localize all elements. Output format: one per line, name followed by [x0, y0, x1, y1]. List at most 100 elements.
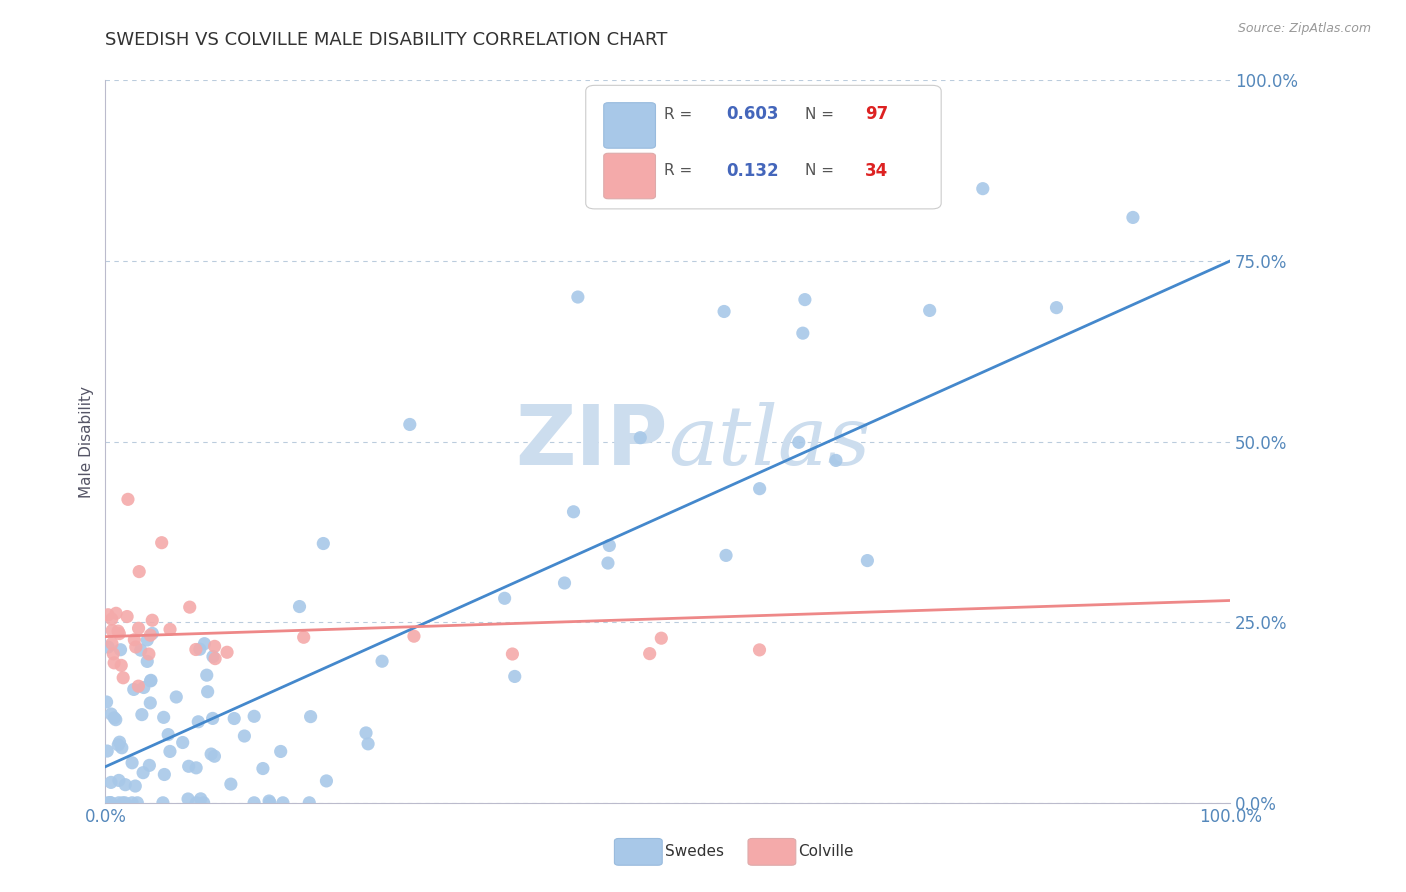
Point: [172, 735, 194, 749]
FancyBboxPatch shape: [586, 86, 941, 209]
Point: [127, 796, 149, 810]
Point: [132, 765, 155, 780]
Point: [825, 453, 848, 467]
Point: [748, 643, 770, 657]
Point: [177, 759, 200, 773]
Point: [108, 735, 131, 749]
Point: [128, 621, 150, 635]
Point: [188, 642, 211, 657]
Point: [157, 728, 180, 742]
Text: 97: 97: [865, 105, 889, 123]
Point: [628, 431, 651, 445]
Point: [357, 737, 380, 751]
Text: 0.603: 0.603: [727, 105, 779, 123]
Point: [107, 738, 129, 752]
Point: [100, 706, 122, 721]
Point: [165, 690, 187, 704]
Point: [215, 645, 238, 659]
Point: [204, 651, 226, 665]
Y-axis label: Male Disability: Male Disability: [79, 385, 94, 498]
Point: [288, 599, 311, 614]
Point: [793, 293, 815, 307]
Point: [131, 707, 153, 722]
Point: [315, 773, 337, 788]
Point: [714, 549, 737, 563]
Point: [97, 607, 120, 622]
Point: [567, 290, 589, 304]
Point: [748, 482, 770, 496]
Text: R =: R =: [665, 163, 697, 178]
Point: [97, 796, 120, 810]
Point: [96, 744, 118, 758]
Point: [271, 796, 294, 810]
Point: [193, 637, 215, 651]
Text: ZIP: ZIP: [516, 401, 668, 482]
Point: [100, 612, 122, 626]
Point: [103, 647, 125, 661]
Point: [108, 773, 131, 788]
Point: [111, 796, 134, 810]
Point: [152, 710, 174, 724]
Point: [270, 744, 292, 758]
Point: [115, 609, 138, 624]
Point: [554, 576, 576, 591]
FancyBboxPatch shape: [603, 153, 655, 199]
Point: [243, 709, 266, 723]
Point: [124, 779, 146, 793]
Point: [114, 796, 136, 810]
Point: [713, 304, 735, 318]
Point: [96, 695, 118, 709]
Point: [1122, 211, 1144, 225]
Point: [856, 553, 879, 567]
Point: [112, 671, 135, 685]
Point: [187, 714, 209, 729]
Point: [153, 767, 176, 781]
Point: [638, 647, 661, 661]
Point: [177, 792, 200, 806]
Point: [98, 796, 121, 810]
Point: [402, 629, 425, 643]
Point: [201, 649, 224, 664]
Point: [197, 684, 219, 698]
Point: [138, 647, 160, 661]
Point: [101, 624, 124, 638]
Text: Colville: Colville: [799, 845, 853, 859]
Point: [972, 182, 994, 196]
Point: [136, 632, 159, 647]
Text: R =: R =: [665, 107, 697, 121]
Point: [125, 640, 148, 654]
Point: [104, 713, 127, 727]
Point: [114, 778, 136, 792]
Text: 34: 34: [865, 161, 889, 179]
Point: [787, 435, 810, 450]
Point: [129, 643, 152, 657]
Point: [141, 626, 163, 640]
Point: [193, 796, 215, 810]
Point: [596, 556, 619, 570]
Point: [132, 681, 155, 695]
Point: [179, 600, 201, 615]
Point: [110, 642, 132, 657]
Point: [105, 607, 128, 621]
Point: [138, 758, 160, 772]
Point: [918, 303, 941, 318]
Point: [371, 654, 394, 668]
Text: atlas: atlas: [668, 401, 870, 482]
Point: [650, 631, 672, 645]
Point: [103, 711, 125, 725]
Point: [139, 696, 162, 710]
Point: [111, 740, 134, 755]
Point: [224, 712, 246, 726]
Point: [159, 744, 181, 758]
Point: [100, 796, 122, 810]
Point: [136, 654, 159, 668]
Point: [103, 656, 125, 670]
Point: [186, 761, 208, 775]
Text: Source: ZipAtlas.com: Source: ZipAtlas.com: [1237, 22, 1371, 36]
Text: SWEDISH VS COLVILLE MALE DISABILITY CORRELATION CHART: SWEDISH VS COLVILLE MALE DISABILITY CORR…: [105, 31, 668, 49]
Point: [257, 794, 280, 808]
Point: [233, 729, 256, 743]
Point: [139, 673, 162, 688]
Point: [219, 777, 242, 791]
Point: [503, 669, 526, 683]
